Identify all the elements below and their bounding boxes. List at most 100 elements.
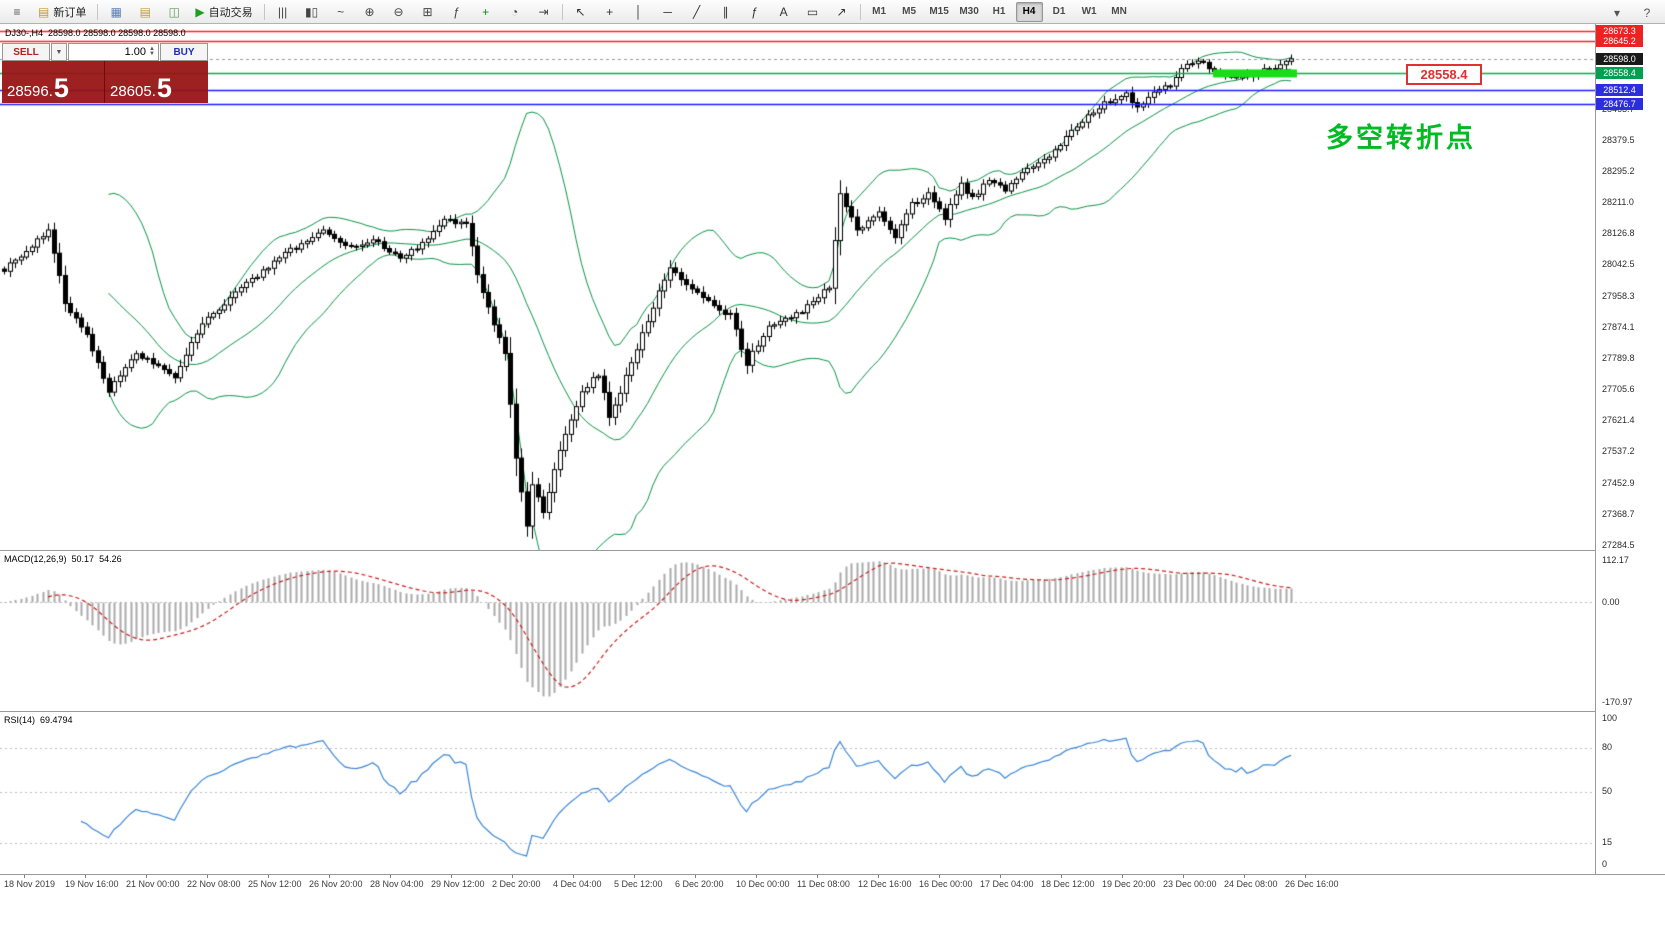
crosshair-icon: + <box>606 4 614 19</box>
period-clock-button[interactable]: ◔ <box>501 1 529 23</box>
timeframe-m1-button[interactable]: M1 <box>872 6 887 17</box>
buy-button[interactable]: BUY <box>160 43 208 61</box>
chart-shift-button[interactable]: ⇥ <box>530 1 558 23</box>
time-axis-label: 22 Nov 08:00 <box>187 879 241 889</box>
channel-button[interactable]: ∥ <box>712 1 740 23</box>
tile-windows-icon: ⊞ <box>422 4 433 19</box>
add-indicator-icon: + <box>482 4 490 19</box>
time-axis-label: 11 Dec 08:00 <box>797 879 850 889</box>
crosshair-button[interactable]: + <box>596 1 624 23</box>
rsi-canvas[interactable] <box>0 713 1595 875</box>
time-axis-tick <box>817 875 818 878</box>
price-axis-label: 28211.0 <box>1602 197 1634 208</box>
timeframe-d1-button[interactable]: D1 <box>1052 6 1066 17</box>
toolbar-customize-button[interactable]: ▾ <box>1603 2 1631 24</box>
cursor-button[interactable]: ↖ <box>567 1 595 23</box>
add-indicator-button[interactable]: + <box>472 1 500 23</box>
bottom-filler <box>0 893 1665 948</box>
price-tag: 28512.4 <box>1596 84 1643 97</box>
macd-canvas[interactable] <box>0 552 1595 712</box>
bar-chart-mode-icon: ||| <box>277 4 288 19</box>
horizontal-line-button[interactable]: ─ <box>654 1 682 23</box>
time-axis-label: 25 Nov 12:00 <box>248 879 302 889</box>
price-axis-label: 27874.1 <box>1602 321 1635 332</box>
price-axis-label: 27705.6 <box>1602 384 1635 395</box>
label-button[interactable]: ▭ <box>799 1 827 23</box>
new-order-button[interactable]: ▤ 新订单 <box>31 1 93 23</box>
price-axis[interactable]: 27284.5 27368.7 27452.9 27537.2 27621.4 27705… <box>1595 24 1665 874</box>
time-axis-tick <box>24 875 25 878</box>
macd-signal-value: 54.26 <box>99 554 122 564</box>
time-axis-tick <box>329 875 330 878</box>
tile-windows-button[interactable]: ⊞ <box>414 1 442 23</box>
chart-annotation-text[interactable]: 多空转折点 <box>1326 123 1476 153</box>
time-axis[interactable]: 18 Nov 2019 19 Nov 16:00 21 Nov 00:00 22 No… <box>0 874 1665 893</box>
time-axis-tick <box>573 875 574 878</box>
vertical-line-button[interactable]: │ <box>625 1 653 23</box>
toolbar-separator <box>263 3 265 20</box>
sell-button[interactable]: SELL <box>2 43 50 61</box>
timeframe-h1-button[interactable]: H1 <box>992 6 1006 17</box>
timeframe-mn-button[interactable]: MN <box>1111 6 1127 17</box>
volume-preset-dropdown[interactable]: ▼ <box>51 43 67 61</box>
timeframe-m5-button[interactable]: M5 <box>902 6 917 17</box>
time-axis-tick <box>1244 875 1245 878</box>
toolbar-separator <box>561 3 563 20</box>
volume-input[interactable]: 1.00 ▲ ▼ <box>68 43 159 61</box>
text-button[interactable]: A <box>770 1 798 23</box>
bar-chart-mode-button[interactable]: ||| <box>269 1 297 23</box>
toolbar: ≡ ▤ 新订单 ▦ ▤ ◫ ▶ 自动交易 ||| ▮▯ ~ ⊕ ⊖ ⊞ ƒ + ◔ ⇥ ↖ + │ ─ ╱ ∥ ƒ… <box>0 0 1665 24</box>
price-tag: 28558.4 <box>1596 67 1643 80</box>
toolbar-objects-group: ↖ + │ ─ ╱ ∥ ƒ A ▭ ↗ <box>567 1 856 23</box>
profiles-button[interactable]: ▤ <box>131 1 159 23</box>
volume-spinner[interactable]: ▲ ▼ <box>149 46 155 57</box>
chevron-down-icon: ▼ <box>55 48 63 56</box>
arrows-button[interactable]: ↗ <box>828 1 856 23</box>
price-chart-canvas[interactable] <box>0 24 1595 550</box>
ask-head: 28605. <box>110 83 156 100</box>
fibonacci-button[interactable]: ƒ <box>741 1 769 23</box>
bid-price[interactable]: 28596. 5 <box>2 61 105 103</box>
time-axis-label: 12 Dec 16:00 <box>858 879 912 889</box>
autotrading-button[interactable]: ▶ 自动交易 <box>188 1 259 23</box>
price-axis-label: 28379.5 <box>1602 134 1635 145</box>
timeframe-m15-button[interactable]: M15 <box>929 6 949 17</box>
text-icon: A <box>779 4 788 19</box>
zoom-in-button[interactable]: ⊕ <box>356 1 384 23</box>
ask-price[interactable]: 28605. 5 <box>105 61 208 103</box>
price-axis-label: 27452.9 <box>1602 477 1635 488</box>
zoom-in-icon: ⊕ <box>364 4 375 19</box>
indicators-button[interactable]: ƒ <box>443 1 471 23</box>
charts-grid-icon: ▦ <box>110 4 123 19</box>
candlestick-mode-button[interactable]: ▮▯ <box>298 1 326 23</box>
charts-grid-button[interactable]: ▦ <box>102 1 130 23</box>
time-axis-tick <box>85 875 86 878</box>
price-axis-label: 27958.3 <box>1602 290 1635 301</box>
rsi-axis-label: 15 <box>1602 837 1613 848</box>
time-axis-label: 26 Dec 16:00 <box>1285 879 1339 889</box>
time-axis-tick <box>1305 875 1306 878</box>
indicators-icon: ƒ <box>453 4 460 19</box>
timeframe-w1-button[interactable]: W1 <box>1081 6 1097 17</box>
price-callout-label[interactable]: 28558.4 <box>1406 64 1482 85</box>
new-order-icon: ▤ <box>38 4 50 19</box>
time-axis-label: 5 Dec 12:00 <box>614 879 663 889</box>
chart-ohlc-title: DJ30-,H4 28598.0 28598.0 28598.0 28598.0 <box>5 28 186 38</box>
timeframe-m30-button[interactable]: M30 <box>959 6 979 17</box>
toolbar-help-button[interactable]: ? <box>1633 2 1661 24</box>
bid-head: 28596. <box>7 83 53 100</box>
trendline-button[interactable]: ╱ <box>683 1 711 23</box>
price-axis-label: 28126.8 <box>1602 228 1635 239</box>
zoom-out-button[interactable]: ⊖ <box>385 1 413 23</box>
one-click-trading-widget: SELL ▼ 1.00 ▲ ▼ BUY 28596. 5 28605. 5 <box>2 43 208 103</box>
price-axis-label: 27789.8 <box>1602 352 1635 363</box>
app-menu-icon: ≡ <box>13 4 21 19</box>
autotrading-label: 自动交易 <box>208 6 253 19</box>
line-chart-mode-button[interactable]: ~ <box>327 1 355 23</box>
time-axis-tick <box>1183 875 1184 878</box>
market-watch-button[interactable]: ◫ <box>160 1 188 23</box>
time-axis-tick <box>756 875 757 878</box>
app-menu-button[interactable]: ≡ <box>3 1 31 23</box>
timeframe-h4-button[interactable]: H4 <box>1015 1 1043 22</box>
macd-panel: MACD(12,26,9) 50.17 54.26 <box>0 550 1595 712</box>
